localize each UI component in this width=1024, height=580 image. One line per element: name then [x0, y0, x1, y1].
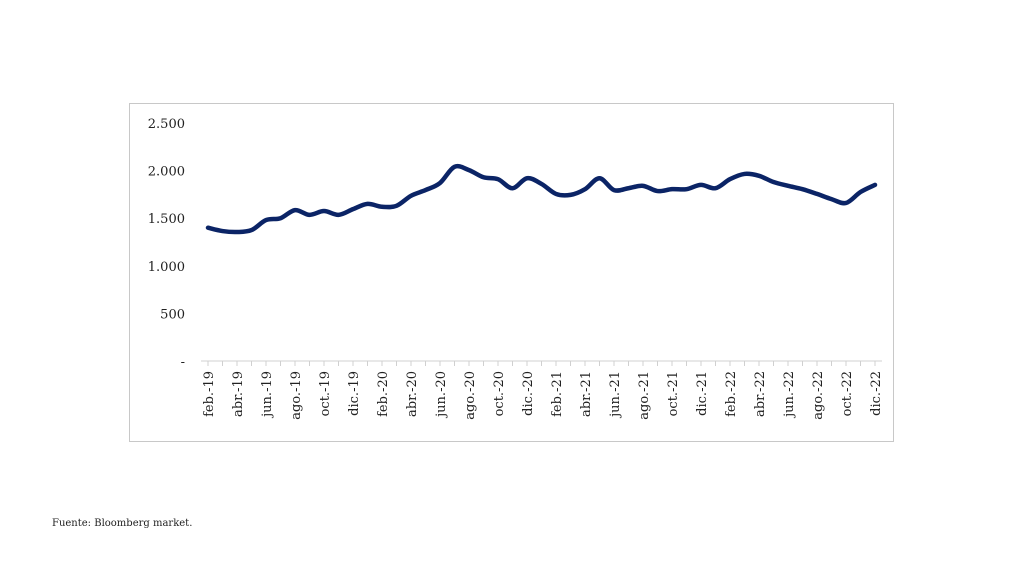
x-tick-label: feb.-19: [202, 371, 217, 417]
x-tick-label: abr.-21: [579, 371, 594, 417]
y-tick-label: 2.500: [148, 117, 185, 132]
x-tick-label: oct.-19: [318, 371, 333, 416]
x-tick-label: oct.-21: [666, 371, 681, 416]
x-tick-label: dic.-20: [521, 371, 536, 416]
x-tick-label: ago.-22: [811, 371, 826, 420]
x-tick-label: feb.-20: [376, 371, 391, 417]
x-tick-label: dic.-19: [347, 371, 362, 416]
x-tick-label: ago.-20: [463, 371, 478, 420]
y-tick-label: 1.000: [148, 260, 185, 275]
x-tick-label: jun.-21: [608, 371, 623, 419]
x-tick-label: oct.-22: [840, 371, 855, 416]
x-tick-label: feb.-21: [550, 371, 565, 417]
source-note: Fuente: Bloomberg market.: [52, 518, 192, 529]
x-tick-label: dic.-22: [869, 371, 884, 416]
x-tick-label: ago.-21: [637, 371, 652, 420]
x-tick-label: feb.-22: [724, 371, 739, 417]
x-tick-label: abr.-19: [231, 371, 246, 417]
x-tick-label: dic.-21: [695, 371, 710, 416]
chart-frame: [129, 103, 894, 442]
x-tick-label: jun.-19: [260, 371, 275, 419]
line-series: [205, 163, 878, 235]
y-tick-label: 2.000: [148, 165, 185, 180]
x-tick-label: ago.-19: [289, 371, 304, 420]
x-tick-label: abr.-20: [405, 371, 420, 417]
x-tick-label: abr.-22: [753, 371, 768, 417]
y-tick-label: 1.500: [148, 212, 185, 227]
y-tick-label: -: [181, 355, 185, 370]
y-tick-label: 500: [160, 307, 185, 322]
x-tick-label: oct.-20: [492, 371, 507, 416]
x-tick-label: jun.-22: [782, 371, 797, 419]
x-tick-label: jun.-20: [434, 371, 449, 419]
